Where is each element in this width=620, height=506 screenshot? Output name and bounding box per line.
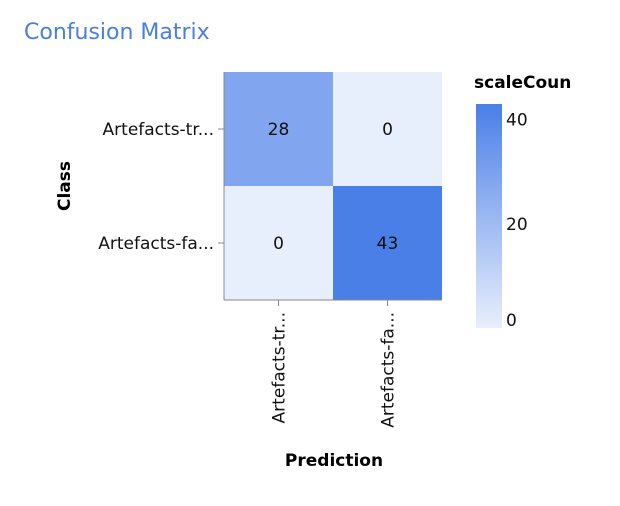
legend-ticks: 0 20 40 — [506, 111, 528, 331]
heatmap-cell — [224, 186, 333, 300]
cell-labels: 28 0 0 43 — [268, 120, 399, 254]
heatmap-cell — [333, 186, 442, 300]
cell-value-label: 28 — [268, 120, 290, 140]
axes: Artefacts-tr... Artefacts-fa... Artefacts… — [98, 72, 442, 428]
heatmap-cell — [333, 72, 442, 186]
color-legend: scaleCoun 0 20 40 — [474, 73, 571, 331]
legend-tick-label: 40 — [506, 111, 528, 131]
cell-value-label: 43 — [377, 234, 399, 254]
legend-title: scaleCoun — [474, 73, 571, 93]
cell-value-label: 0 — [273, 234, 284, 254]
legend-gradient-bar — [476, 104, 502, 328]
legend-tick-label: 20 — [506, 215, 528, 235]
y-axis-title: Class — [55, 161, 75, 211]
heatmap-cells — [224, 72, 442, 300]
y-axis-ticks: Artefacts-tr... Artefacts-fa... — [98, 120, 224, 254]
cell-value-label: 0 — [382, 120, 393, 140]
x-tick-label: Artefacts-fa... — [379, 312, 399, 428]
page-title: Confusion Matrix — [24, 20, 210, 45]
x-axis-ticks: Artefacts-tr... Artefacts-fa... — [270, 300, 399, 428]
y-tick-label: Artefacts-tr... — [103, 120, 214, 140]
heatmap-cell — [224, 72, 333, 186]
x-tick-label: Artefacts-tr... — [270, 312, 290, 423]
x-axis-title: Prediction — [285, 451, 383, 471]
legend-tick-label: 0 — [506, 311, 517, 331]
y-tick-label: Artefacts-fa... — [98, 234, 214, 254]
